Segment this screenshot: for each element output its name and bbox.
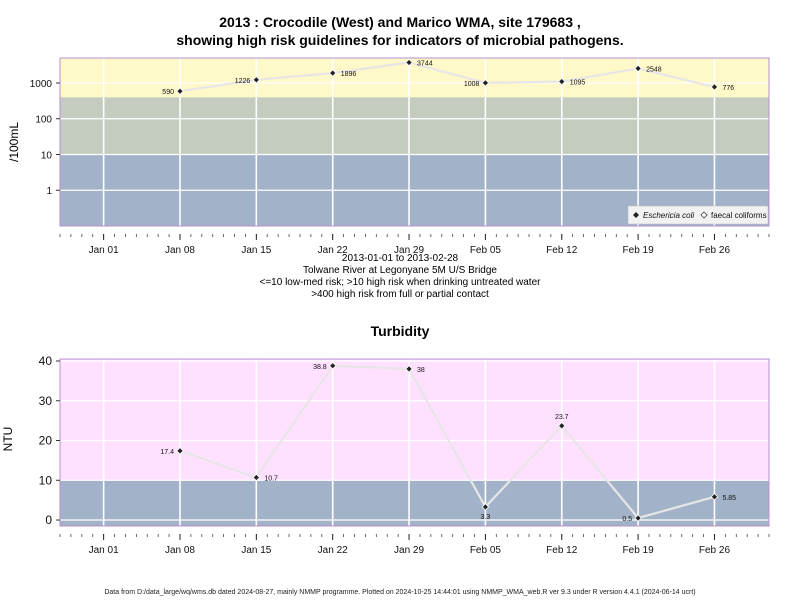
- chart1-ytick-label-3: 1000: [30, 79, 53, 90]
- chart2-ytick-label-2: 20: [39, 434, 53, 448]
- chart1-xtick-label-7: Feb 19: [623, 245, 655, 256]
- chart1-data-label-7: 776: [722, 85, 734, 92]
- chart1-ytick-label-0: 1: [46, 186, 52, 197]
- chart2-xtick-label-8: Feb 26: [699, 545, 731, 556]
- info-risk-drinking: <=10 low-med risk; >10 high risk when dr…: [259, 277, 541, 288]
- chart1-legend-marker-faecal: [700, 211, 708, 219]
- chart1-point-1: [252, 76, 261, 84]
- chart2-point-3: [405, 365, 413, 373]
- chart1-xtick-label-2: Jan 15: [241, 245, 271, 256]
- chart2-point-4: [481, 503, 490, 511]
- chart1-legend-entry-ecoli: Eschericia coli: [643, 211, 694, 220]
- chart1-xtick-label-3: Jan 22: [318, 245, 348, 256]
- chart1-point-7: [710, 83, 719, 91]
- chart1-xtick-label-8: Feb 26: [699, 245, 731, 256]
- chart1-risk-band-1: [60, 97, 769, 155]
- chart2-data-label-3: 38: [417, 367, 425, 374]
- chart1-legend-entry-faecal: faecal coliforms: [711, 211, 767, 220]
- chart1-title-line2: showing high risk guidelines for indicat…: [176, 32, 624, 48]
- chart1-data-label-2: 1896: [341, 71, 357, 78]
- chart2-point-7: [710, 493, 719, 501]
- chart1-point-5: [557, 77, 566, 86]
- chart2-xtick-label-0: Jan 01: [89, 545, 119, 556]
- chart1-legend: [627, 205, 769, 225]
- chart1-point-6: [634, 64, 642, 73]
- chart2-series-line: [179, 364, 715, 520]
- chart2-point-5: [557, 422, 566, 430]
- footer-note: Data from D:/data_large/wq/wms.db dated …: [104, 589, 696, 596]
- chart2-data-label-5: 23.7: [555, 414, 569, 421]
- chart1-point-3: [405, 58, 413, 67]
- chart1-frame: [59, 57, 770, 227]
- chart1-xtick-label-1: Jan 08: [165, 245, 195, 256]
- chart2-risk-band-0: [60, 480, 769, 526]
- chart2-xtick-label-7: Feb 19: [623, 545, 655, 556]
- chart2-data-label-4: 3.3: [481, 514, 491, 521]
- chart1-point-0: [176, 87, 184, 95]
- chart1-data-label-5: 1095: [570, 80, 586, 87]
- info-risk-contact: >400 high risk from full or partial cont…: [311, 289, 489, 300]
- chart1-ytick-label-1: 10: [41, 150, 53, 161]
- chart2-point-6: [634, 514, 642, 522]
- chart2-ytick-label-0: 0: [45, 513, 52, 527]
- chart2-data-label-2: 38.8: [313, 364, 327, 371]
- info-site-name: Tolwane River at Legonyane 5M U/S Bridge: [303, 265, 497, 276]
- chart2-point-1: [252, 473, 261, 482]
- chart1-title-line1: 2013 : Crocodile (West) and Marico WMA, …: [219, 14, 581, 30]
- chart2-point-0: [176, 447, 184, 455]
- chart2-ytick-label-3: 30: [39, 394, 53, 408]
- chart1-xtick-label-5: Feb 05: [470, 245, 502, 256]
- chart1-point-2: [328, 69, 337, 77]
- info-date-range: 2013-01-01 to 2013-02-28: [341, 253, 459, 264]
- chart1-xtick-label-6: Feb 12: [546, 245, 578, 256]
- chart1-data-label-1: 1226: [235, 78, 251, 85]
- chart1-point-4: [481, 79, 490, 87]
- chart2-frame: [59, 358, 770, 527]
- chart1-legend-marker-ecoli: [633, 212, 639, 218]
- chart2-data-label-1: 10.7: [264, 475, 278, 482]
- chart2-xtick-label-3: Jan 22: [318, 545, 348, 556]
- chart2-xtick-label-5: Feb 05: [470, 545, 502, 556]
- chart2-xtick-label-2: Jan 15: [241, 545, 271, 556]
- chart1-data-label-6: 2548: [646, 66, 662, 73]
- chart2-xtick-label-1: Jan 08: [165, 545, 195, 556]
- chart1-xtick-label-4: Jan 29: [394, 245, 424, 256]
- chart2-ytick-label-4: 40: [39, 354, 53, 368]
- chart1-xtick-label-0: Jan 01: [89, 245, 119, 256]
- chart2-data-label-6: 0.5: [622, 516, 632, 523]
- chart2-data-label-7: 5.85: [722, 495, 736, 502]
- chart1-data-label-0: 590: [162, 89, 174, 96]
- chart2-xtick-label-4: Jan 29: [394, 545, 424, 556]
- chart1-series-line: [179, 61, 715, 93]
- chart2-ylabel: NTU: [1, 426, 15, 452]
- chart1-ytick-label-2: 100: [35, 115, 52, 126]
- chart1-data-label-4: 1008: [464, 81, 480, 88]
- chart2-ytick-label-1: 10: [39, 473, 53, 487]
- chart2-data-label-0: 17.4: [160, 449, 174, 456]
- chart2-point-2: [328, 361, 337, 370]
- chart2-title: Turbidity: [370, 323, 430, 339]
- chart1-data-label-3: 3744: [417, 60, 433, 67]
- chart2-xtick-label-6: Feb 12: [546, 545, 578, 556]
